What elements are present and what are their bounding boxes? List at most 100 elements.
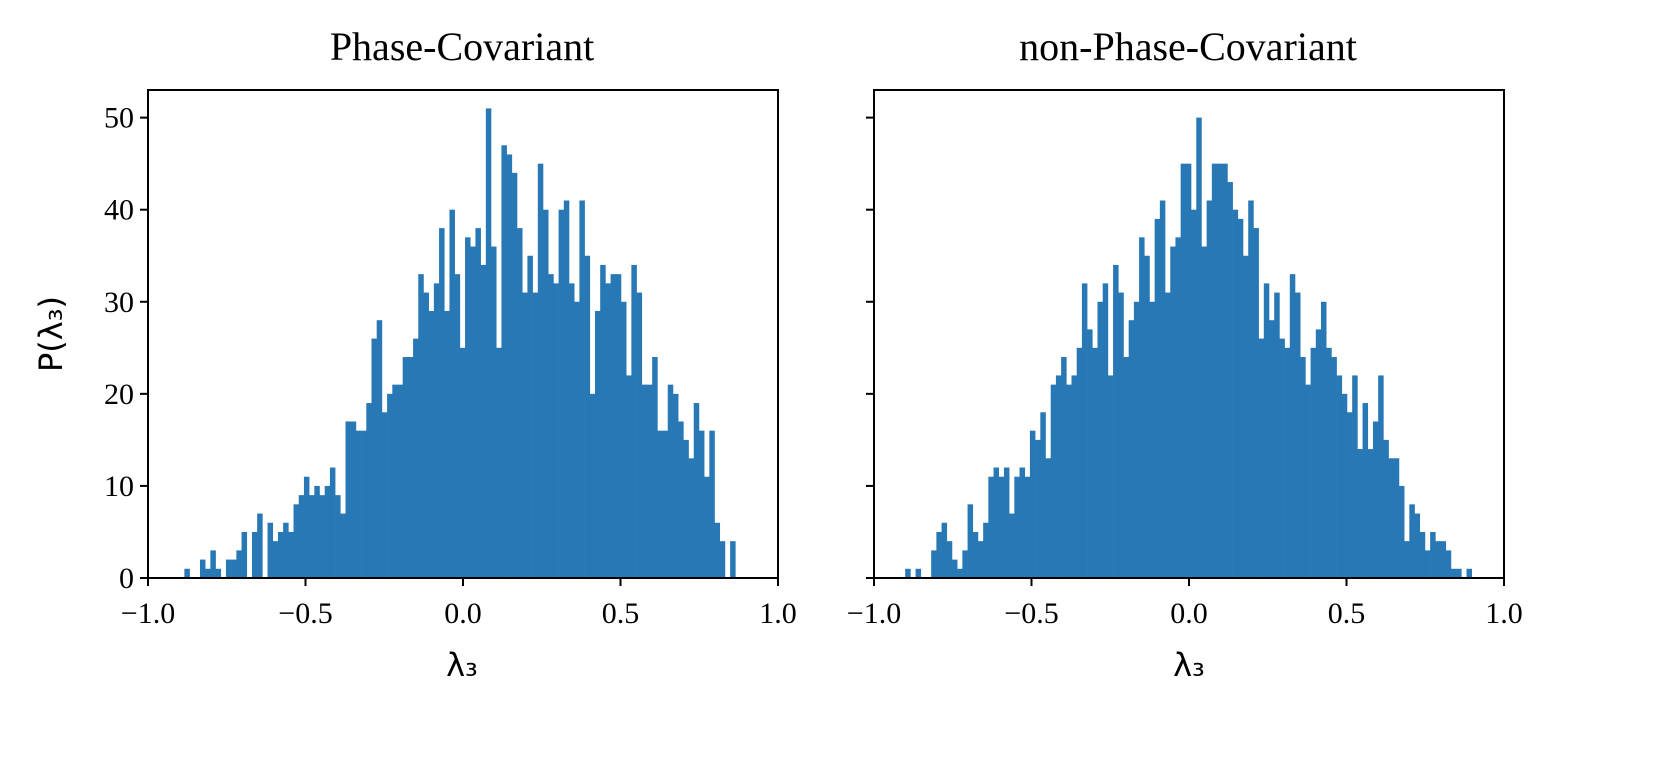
- histogram-bar: [652, 357, 658, 578]
- histogram-bar: [1081, 283, 1088, 578]
- histogram-bar: [283, 522, 289, 578]
- x-tick-label: 0.0: [444, 597, 482, 630]
- histogram-bar: [693, 403, 700, 578]
- histogram-bar: [392, 384, 398, 578]
- histogram-bar: [962, 550, 968, 578]
- histogram-bar: [355, 430, 362, 578]
- histogram-bar: [1258, 338, 1265, 578]
- x-tick-label: 1.0: [1485, 597, 1523, 630]
- histogram-bar: [1372, 421, 1379, 578]
- histogram-bar: [303, 476, 310, 578]
- histogram-bar: [1107, 375, 1114, 578]
- histogram-bar: [1180, 163, 1187, 578]
- histogram-bar: [205, 568, 211, 578]
- x-axis-label: λ₃: [1173, 646, 1205, 684]
- histogram-bar: [522, 292, 528, 578]
- histogram-bar: [993, 467, 1000, 578]
- histogram-bar: [1404, 541, 1410, 578]
- histogram-bar: [714, 522, 721, 578]
- histogram-bar: [1295, 292, 1301, 578]
- histogram-bar: [517, 228, 523, 579]
- x-tick-label: −0.5: [278, 597, 332, 630]
- histogram-bar: [345, 421, 351, 578]
- histogram-bar: [1274, 292, 1280, 578]
- histogram-bar: [1445, 550, 1452, 578]
- histogram-bar: [371, 338, 377, 578]
- histogram-bar: [915, 568, 922, 578]
- histogram-bar: [1217, 163, 1223, 578]
- histogram-bar: [225, 559, 232, 578]
- histogram-bar: [319, 495, 326, 578]
- histogram-bar: [428, 310, 435, 578]
- histogram-bar: [1243, 255, 1249, 579]
- histogram-bar: [1331, 357, 1337, 578]
- histogram-bar: [1409, 504, 1415, 578]
- histogram-bar: [236, 550, 242, 578]
- histogram-bar: [1175, 237, 1181, 578]
- histogram-bar: [1097, 301, 1103, 578]
- histogram-bar: [1071, 375, 1078, 578]
- histogram-bar: [983, 522, 989, 578]
- histogram-bar: [1087, 329, 1093, 578]
- histogram-bar: [444, 310, 450, 578]
- histogram-bar: [496, 347, 502, 578]
- y-ticks: 0 10 20 30 40 50: [104, 102, 148, 595]
- histogram-bar: [574, 301, 580, 578]
- histogram-bar: [1269, 320, 1275, 578]
- histogram-bar: [1300, 357, 1306, 578]
- histogram-bar: [1248, 200, 1254, 579]
- x-tick-label: 0.0: [1170, 597, 1208, 630]
- histogram-bar: [465, 237, 471, 578]
- histogram-bar: [972, 531, 979, 578]
- histogram-bar: [532, 292, 539, 578]
- histogram-bar: [1102, 283, 1109, 578]
- histogram-bar: [1320, 301, 1327, 578]
- histogram-bar: [1357, 449, 1363, 578]
- histogram-bar: [1450, 568, 1457, 578]
- panel-title: non-Phase-Covariant: [1019, 24, 1357, 69]
- histogram-bar: [309, 495, 315, 578]
- histogram-bar: [199, 559, 206, 578]
- histogram-bar: [324, 485, 331, 578]
- histogram-bar: [1066, 384, 1072, 578]
- histogram-bar: [1014, 476, 1020, 578]
- histogram-bar: [433, 283, 440, 578]
- histogram-bar: [402, 357, 409, 578]
- histogram-bar: [620, 301, 627, 578]
- histogram-bar: [1419, 531, 1426, 578]
- histogram-bar: [1154, 218, 1161, 578]
- histogram-bar: [381, 412, 388, 578]
- histogram-bar: [485, 108, 492, 579]
- panel-phase-covariant: Phase-Covariant −1.0 −0.5 0.0 0.5 1.0 0 10 20 3…: [32, 24, 797, 684]
- bars-group: [905, 117, 1473, 579]
- histogram-bar: [298, 495, 305, 578]
- histogram-bar: [1279, 338, 1285, 578]
- panel-title: Phase-Covariant: [330, 24, 594, 69]
- histogram-bar: [1383, 439, 1389, 578]
- histogram-bar: [709, 430, 715, 578]
- histogram-bar: [1466, 568, 1473, 578]
- histogram-bar: [257, 513, 263, 578]
- histogram-bar: [1128, 320, 1135, 578]
- histogram-bar: [231, 559, 237, 578]
- histogram-bar: [558, 209, 565, 578]
- histogram-bar: [569, 283, 575, 578]
- x-ticks: −1.0 −0.5 0.0 0.5 1.0: [121, 578, 797, 630]
- histogram-bar: [1341, 393, 1348, 578]
- histogram-bar: [1024, 476, 1031, 578]
- histogram-bar: [506, 154, 513, 578]
- histogram-bar: [1123, 357, 1129, 578]
- y-tick-label: 10: [104, 470, 134, 503]
- histogram-bar: [1076, 347, 1083, 578]
- histogram-bar: [1029, 430, 1036, 578]
- histogram-bar: [1430, 531, 1436, 578]
- histogram-bar: [641, 384, 648, 578]
- histogram-bar: [397, 384, 403, 578]
- histogram-bar: [1367, 449, 1374, 578]
- histogram-bar: [1440, 541, 1447, 578]
- histogram-bar: [293, 504, 300, 578]
- histogram-bar: [527, 255, 533, 579]
- histogram-bar: [730, 541, 736, 578]
- histogram-bar: [1139, 237, 1145, 578]
- histogram-bar: [340, 513, 346, 578]
